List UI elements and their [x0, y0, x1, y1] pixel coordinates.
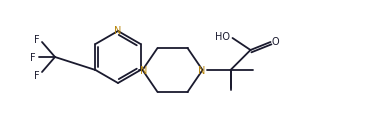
Text: F: F — [30, 53, 36, 62]
Text: N: N — [198, 65, 205, 75]
Text: F: F — [34, 70, 40, 80]
Text: HO: HO — [215, 32, 230, 42]
Text: O: O — [272, 37, 279, 47]
Text: N: N — [140, 65, 147, 75]
Text: F: F — [34, 35, 40, 45]
Text: N: N — [114, 26, 122, 36]
